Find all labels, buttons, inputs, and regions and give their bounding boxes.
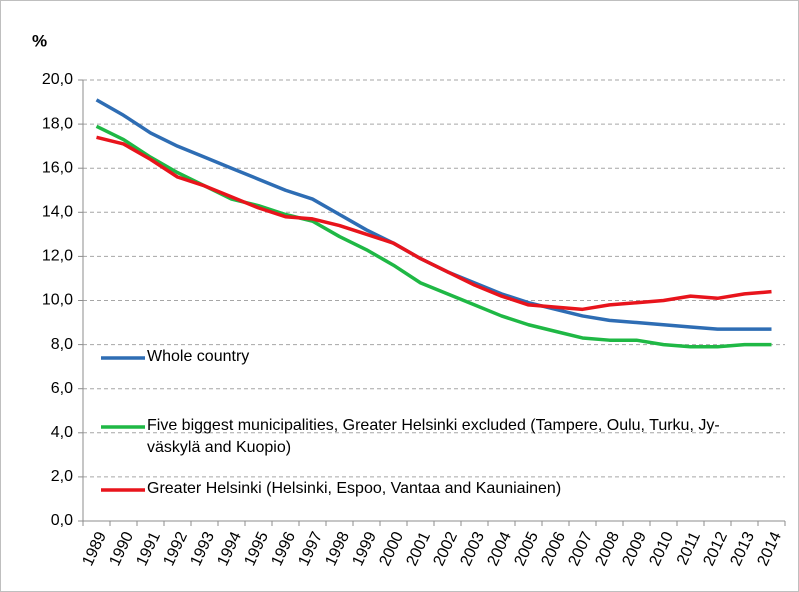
legend-label-box: Whole country: [147, 348, 250, 365]
y-tick-label: 8,0: [51, 336, 73, 353]
y-tick-label: 16,0: [42, 159, 73, 176]
y-tick-label: 18,0: [42, 115, 73, 132]
y-tick-label: 4,0: [51, 424, 73, 441]
data-line: [96, 135, 772, 312]
y-tick-label: 6,0: [51, 380, 73, 397]
legend-label-box: Five biggest municipalities, Greater Hel…: [147, 417, 720, 456]
y-tick-label: 12,0: [42, 248, 73, 265]
y-tick-label: 14,0: [42, 204, 73, 221]
y-tick-label: 2,0: [51, 468, 73, 485]
y-tick-label: 20,0: [42, 71, 73, 88]
y-axis-label: %: [32, 31, 47, 50]
y-tick-label: 10,0: [42, 292, 73, 309]
legend-label: Whole country: [147, 348, 250, 365]
legend-label: Greater Helsinki (Helsinki, Espoo, Vanta…: [147, 480, 562, 497]
legend-label: Five biggest municipalities, Greater Hel…: [147, 417, 720, 456]
legend-label-box: Greater Helsinki (Helsinki, Espoo, Vanta…: [147, 480, 562, 497]
y-tick-label: 0,0: [51, 512, 73, 529]
